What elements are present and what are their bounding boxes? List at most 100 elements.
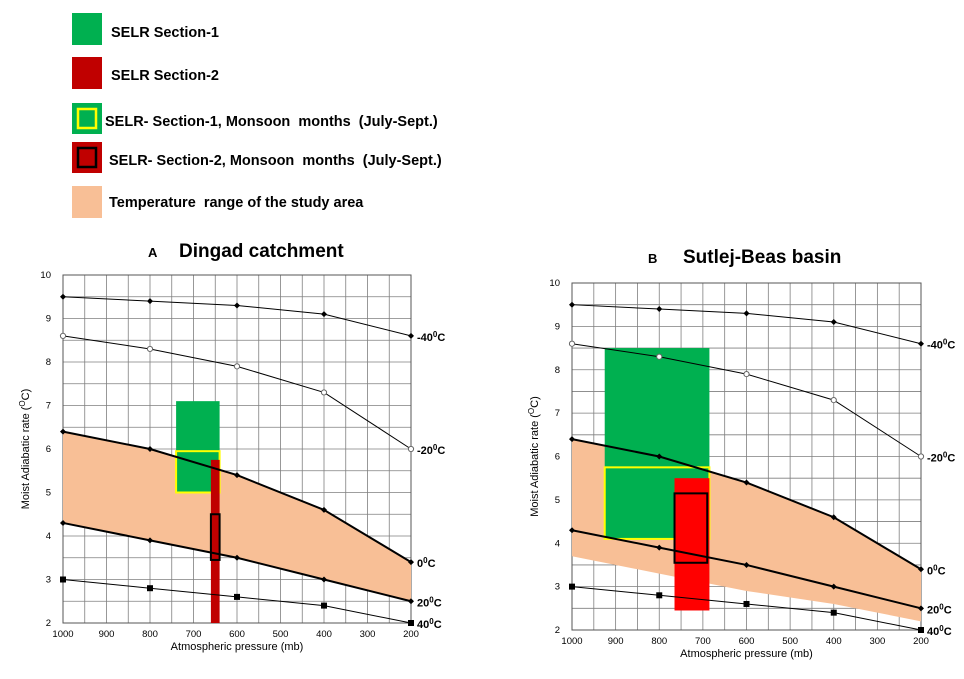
series-end-label-value: -20 [417, 445, 433, 457]
panel-letter: B [648, 251, 657, 266]
chart-title: Sutlej-Beas basin [683, 247, 841, 268]
series-point [569, 301, 575, 308]
x-tick-label: 400 [316, 629, 332, 640]
temperature-range-band [63, 431, 411, 602]
y-tick-label: 7 [46, 401, 51, 412]
series-point [60, 293, 66, 300]
y-tick-label: 4 [46, 531, 51, 542]
series-point [917, 453, 925, 460]
x-tick-label: 600 [739, 636, 755, 647]
legend-label-selr-section-2-monsoon: SELR- Section-2, Monsoon months (July-Se… [109, 153, 442, 169]
x-tick-label: 400 [826, 636, 842, 647]
series-point [568, 340, 576, 347]
y-tick-label: 9 [46, 314, 51, 325]
series-end-label-degree: 0 [429, 595, 434, 604]
y-axis-label-degree: O [18, 400, 27, 406]
series-end-label-unit: C [428, 558, 436, 570]
series-point [233, 363, 241, 370]
legend-item-selr-section-2-monsoon: SELR- Section-2, Monsoon months (July-Se… [72, 142, 442, 173]
y-tick-label: 8 [46, 357, 51, 368]
y-axis-label-text: Moist Adiabatic rate ( [20, 406, 32, 509]
x-tick-label: 900 [99, 629, 115, 640]
x-tick-label: 1000 [561, 636, 582, 647]
series-end-label-unit: C [944, 626, 952, 638]
x-tick-label: 800 [651, 636, 667, 647]
series-end-label-degree: 0 [933, 563, 938, 572]
series-40-c: -400C [60, 293, 445, 344]
series-20-c: -200C [568, 340, 955, 465]
series-20-c: -200C [59, 332, 445, 457]
series-point [147, 446, 153, 452]
series-end-label-unit: C [938, 565, 946, 577]
series-point [743, 310, 750, 317]
series-end-label: 200C [417, 595, 442, 609]
series-point [918, 566, 924, 573]
x-axis-label: Atmospheric pressure (mb) [171, 641, 304, 653]
series-end-label-unit: C [437, 445, 445, 457]
box-selr-section-1-monsoon [175, 450, 221, 494]
y-axis-label-text: Moist Adiabatic rate ( [529, 414, 541, 517]
y-tick-label: 5 [46, 488, 51, 499]
series-point [656, 544, 663, 551]
series-0-c: 00C [60, 428, 436, 570]
y-tick-label: 3 [46, 575, 51, 586]
series-point [918, 340, 924, 347]
legend-label-selr-section-1: SELR Section-1 [111, 25, 219, 41]
series-20-c: 200C [569, 527, 952, 616]
series-end-label: 200C [927, 602, 952, 616]
legend-label-selr-section-1-monsoon: SELR- Section-1, Monsoon months (July-Se… [105, 114, 438, 130]
series-point [321, 506, 327, 513]
series-end-label-value: -40 [417, 332, 433, 344]
series-end-label-degree: 0 [939, 602, 944, 611]
series-end-label-unit: C [434, 597, 442, 609]
y-tick-label: 3 [555, 582, 560, 593]
series-end-label-value: 40 [927, 626, 939, 638]
x-tick-label: 700 [695, 636, 711, 647]
series-end-label-degree: 0 [433, 443, 438, 452]
series-point [830, 609, 837, 616]
x-tick-label: 500 [782, 636, 798, 647]
series-end-label-value: 20 [417, 597, 429, 609]
legend-item-selr-section-1-monsoon: SELR- Section-1, Monsoon months (July-Se… [72, 103, 438, 134]
series-point [830, 514, 837, 521]
legend-item-selr-section-2: SELR Section-2 [72, 57, 219, 89]
series-point [234, 593, 240, 600]
box-selr-section-2 [674, 478, 710, 611]
series-point [743, 600, 750, 607]
series-point [321, 576, 327, 583]
x-tick-label: 800 [142, 629, 158, 640]
box-selr-section-2 [210, 459, 220, 623]
y-tick-label: 10 [549, 278, 560, 289]
legend-swatch-selr-section-2-monsoon [72, 142, 102, 173]
y-tick-label: 2 [555, 625, 560, 636]
legend-swatch-selr-section-1-monsoon [72, 103, 102, 134]
series-point [234, 554, 240, 561]
series-end-label: -400C [417, 330, 445, 344]
series-end-label: 00C [417, 556, 436, 570]
series-40-c: 400C [569, 583, 952, 638]
series-end-label-value: 0 [927, 565, 933, 577]
legend-swatch-selr-section-1 [72, 13, 102, 45]
series-point [569, 583, 575, 590]
legend-item-selr-section-1: SELR Section-1 [72, 13, 219, 45]
series-end-label: -400C [927, 338, 955, 352]
series-point [60, 428, 66, 435]
series-point [743, 370, 750, 378]
series-point [321, 602, 327, 609]
series-end-label: 400C [927, 624, 952, 638]
series-end-label-degree: 0 [423, 556, 428, 565]
y-tick-label: 7 [555, 408, 560, 419]
series-40-c: -400C [569, 301, 955, 352]
x-tick-label: 200 [913, 636, 929, 647]
y-tick-label: 6 [46, 444, 51, 455]
legend-label-selr-section-2: SELR Section-2 [111, 68, 219, 84]
y-tick-label: 8 [555, 365, 560, 376]
series-end-label-unit: C [944, 604, 952, 616]
series-end-label: -200C [417, 443, 445, 457]
series-point [408, 332, 414, 339]
series-end-label-unit: C [434, 619, 442, 631]
series-point [656, 353, 663, 360]
y-tick-label: 2 [46, 618, 51, 629]
y-axis-label-degree: O [527, 408, 536, 414]
